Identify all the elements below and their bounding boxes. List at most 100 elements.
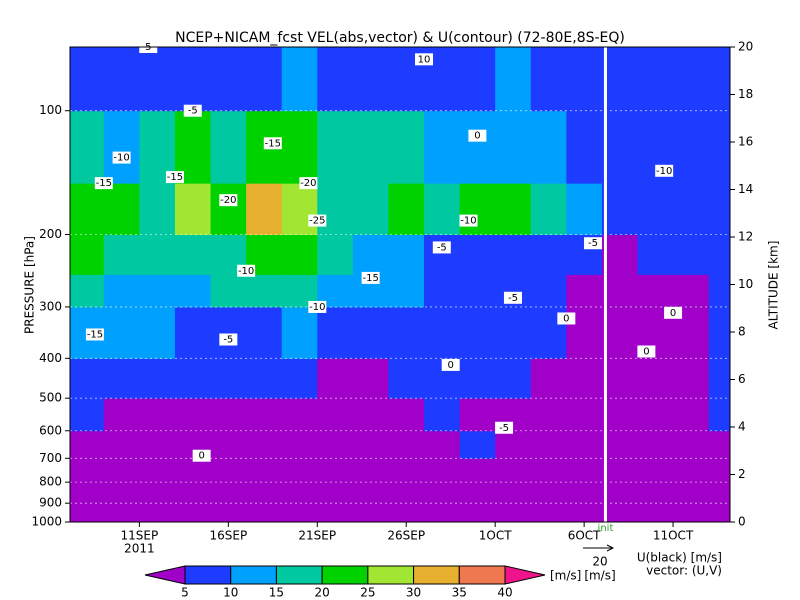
cell: [352, 430, 389, 459]
legend-note: U(black) [m/s]: [637, 551, 722, 565]
colorbar-segment: [321, 565, 369, 585]
cell: [210, 458, 247, 483]
cell: [210, 47, 247, 112]
contour-label-text: -15: [96, 178, 112, 189]
cell: [246, 503, 283, 523]
cell: [70, 183, 105, 236]
cell: [637, 274, 674, 308]
cell: [174, 398, 212, 432]
cell: [601, 398, 638, 432]
cell: [459, 503, 496, 523]
cell: [317, 47, 354, 112]
contour-label: -5: [432, 241, 451, 254]
cell: [566, 47, 603, 112]
cell: [459, 234, 496, 275]
cell: [566, 183, 603, 236]
cell: [352, 503, 389, 523]
colorbar-label: 40: [497, 586, 512, 600]
contour-label-text: 0: [643, 347, 649, 358]
cell: [317, 183, 354, 236]
cell: [459, 398, 496, 432]
cell: [139, 47, 176, 112]
contour-label: -25: [308, 214, 327, 227]
contour-label-bg: [219, 194, 238, 207]
cell: [281, 306, 318, 359]
cell: [70, 482, 105, 504]
cell: [281, 458, 318, 483]
contour-label-text: -10: [656, 166, 672, 177]
cell: [210, 274, 247, 308]
cell: [388, 482, 425, 504]
cell: [210, 306, 247, 359]
cell: [317, 398, 354, 432]
contour-label: 0: [664, 306, 683, 319]
cell: [566, 503, 603, 523]
cell: [352, 458, 389, 483]
y2-axis-label: ALTITUDE [km]: [767, 241, 781, 330]
y-tick-label: 700: [39, 451, 62, 465]
cell: [673, 47, 710, 112]
cell: [103, 458, 140, 483]
y2-tick-label: 14: [738, 182, 753, 196]
contour-label-bg: [308, 214, 327, 227]
cell: [174, 358, 212, 399]
cell: [459, 274, 496, 308]
cell: [530, 430, 567, 459]
cell: [673, 482, 710, 504]
cell: [530, 47, 567, 112]
y-tick-label: 900: [39, 496, 62, 510]
cell: [424, 503, 461, 523]
cell: [388, 358, 425, 399]
cell: [601, 358, 638, 399]
cell: [530, 398, 567, 432]
colorbar-unit: [m/s]: [550, 569, 581, 583]
cell: [246, 274, 283, 308]
cell: [637, 482, 674, 504]
cell: [637, 458, 674, 483]
x-tick-label: 1OCT: [479, 529, 512, 543]
cell: [530, 358, 567, 399]
contour-label-bg: [165, 171, 184, 184]
cell: [317, 306, 354, 359]
contour-label-text: 0: [670, 308, 676, 319]
cell: [673, 274, 710, 308]
x-tick-label: 11OCT: [653, 529, 694, 543]
cell: [495, 430, 532, 459]
contour-label: -20: [299, 177, 318, 190]
contour-label: -15: [85, 328, 104, 341]
contour-label: 0: [192, 449, 211, 462]
contour-label-bg: [237, 264, 256, 277]
cell: [495, 306, 532, 359]
cell: [139, 306, 176, 359]
cell: [317, 482, 354, 504]
init-label: init: [598, 523, 614, 534]
cell: [246, 430, 283, 459]
cell: [708, 47, 731, 112]
cell: [601, 234, 638, 275]
cell: [174, 234, 212, 275]
y2-tick-label: 18: [738, 87, 753, 101]
colorbar-label: 30: [406, 586, 421, 600]
contour-label-bg: [432, 241, 451, 254]
colorbar-high: [504, 565, 546, 585]
cell: [139, 183, 176, 236]
cell: [601, 47, 638, 112]
x-tick-label: 11SEP: [121, 529, 159, 543]
colorbar-label: 10: [223, 586, 238, 600]
contour-label: -5: [183, 104, 202, 117]
contour-label: 0: [468, 129, 487, 142]
x-tick-label: 16SEP: [209, 529, 247, 543]
legend-note: vector: (U,V): [646, 564, 722, 578]
contour-label-text: -10: [309, 302, 325, 313]
colorbar-label: 25: [360, 586, 375, 600]
cell: [459, 110, 496, 184]
cell: [317, 358, 354, 399]
cell: [601, 482, 638, 504]
cell: [459, 358, 496, 399]
cell: [388, 503, 425, 523]
cell: [388, 306, 425, 359]
cell: [103, 110, 140, 184]
cell: [566, 430, 603, 459]
cell: [708, 234, 731, 275]
contour-label: -5: [219, 333, 238, 346]
